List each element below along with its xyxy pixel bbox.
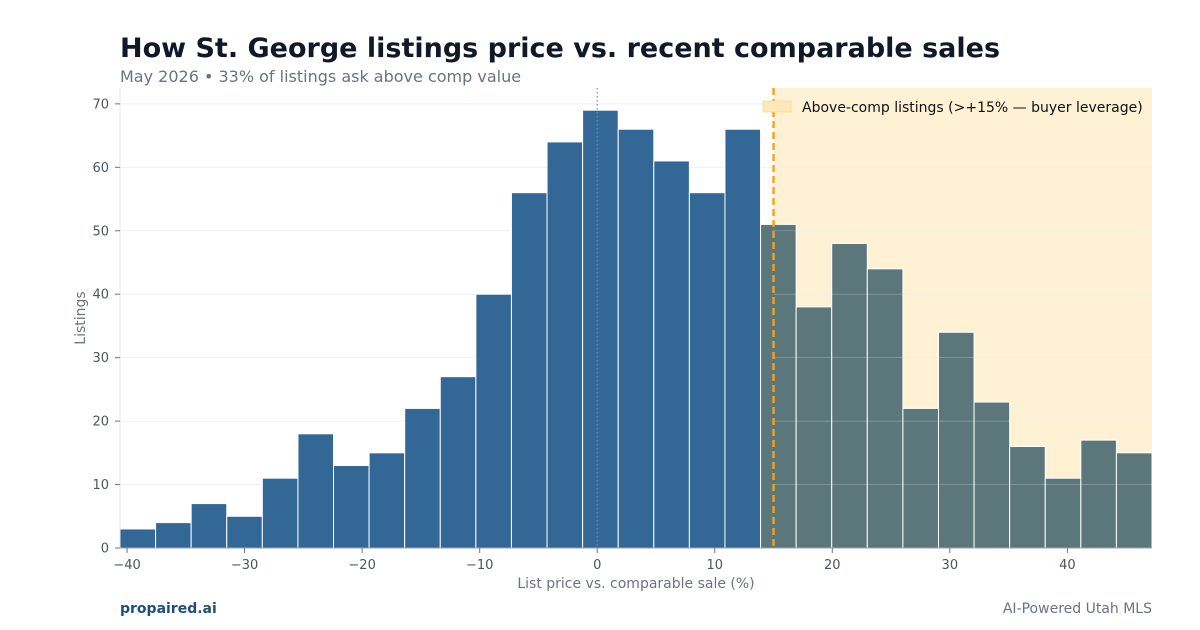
x-tick-label: 10 xyxy=(706,558,723,573)
histogram-bar xyxy=(439,376,477,549)
y-tick-label: 60 xyxy=(92,161,109,176)
x-tick-label: −30 xyxy=(231,558,258,573)
histogram-bar xyxy=(973,401,1011,549)
x-tick-label: 40 xyxy=(1059,558,1076,573)
x-tick-label: 20 xyxy=(824,558,841,573)
histogram-bar xyxy=(404,407,441,549)
histogram-bar xyxy=(866,268,904,549)
x-tick-label: 0 xyxy=(593,558,601,573)
footer-tagline: AI-Powered Utah MLS xyxy=(1002,601,1152,617)
y-tick-label: 20 xyxy=(92,415,109,430)
histogram-bar xyxy=(1044,477,1082,549)
histogram-bar xyxy=(1009,445,1046,549)
histogram-bar xyxy=(368,452,406,549)
histogram-bar xyxy=(760,223,797,549)
page-subtitle: May 2026 • 33% of listings ask above com… xyxy=(120,67,522,86)
x-tick-label: −20 xyxy=(348,558,375,573)
histogram-bar xyxy=(261,477,299,549)
brand-logo-text[interactable]: propaired.ai xyxy=(120,601,217,617)
y-tick-label: 40 xyxy=(92,288,109,303)
y-tick-label: 0 xyxy=(101,542,109,557)
histogram-bar xyxy=(795,306,833,549)
histogram-bar xyxy=(119,528,157,549)
y-tick-label: 30 xyxy=(92,351,109,366)
histogram-bar xyxy=(226,515,263,549)
histogram-bar xyxy=(475,293,512,549)
histogram-bar xyxy=(831,242,868,549)
histogram-bar xyxy=(937,331,975,549)
histogram-bar xyxy=(653,160,690,549)
y-tick-label: 70 xyxy=(92,97,109,112)
histogram-bar xyxy=(155,522,192,549)
histogram-bar xyxy=(333,465,370,549)
histogram-bar xyxy=(688,192,726,549)
histogram-bar xyxy=(1115,452,1153,549)
histogram-bar xyxy=(297,433,335,549)
y-axis-label: Listings xyxy=(73,291,89,344)
histogram-bar xyxy=(582,109,619,549)
histogram-bar xyxy=(510,192,548,549)
legend-swatch xyxy=(762,100,792,113)
x-tick-label: 30 xyxy=(942,558,959,573)
x-tick-label: −10 xyxy=(466,558,493,573)
page-title: How St. George listings price vs. recent… xyxy=(120,33,1001,64)
histogram-bar xyxy=(617,128,655,549)
histogram-bar xyxy=(546,141,584,549)
x-tick-label: −40 xyxy=(113,558,140,573)
legend-label: Above-comp listings (>+15% — buyer lever… xyxy=(802,100,1143,116)
histogram-bar xyxy=(724,128,762,549)
x-axis-label: List price vs. comparable sale (%) xyxy=(517,576,754,592)
y-tick-label: 10 xyxy=(92,478,109,493)
histogram-bar xyxy=(190,503,228,549)
histogram-bar xyxy=(1080,439,1117,549)
y-tick-label: 50 xyxy=(92,224,109,239)
histogram-bar xyxy=(902,407,939,549)
